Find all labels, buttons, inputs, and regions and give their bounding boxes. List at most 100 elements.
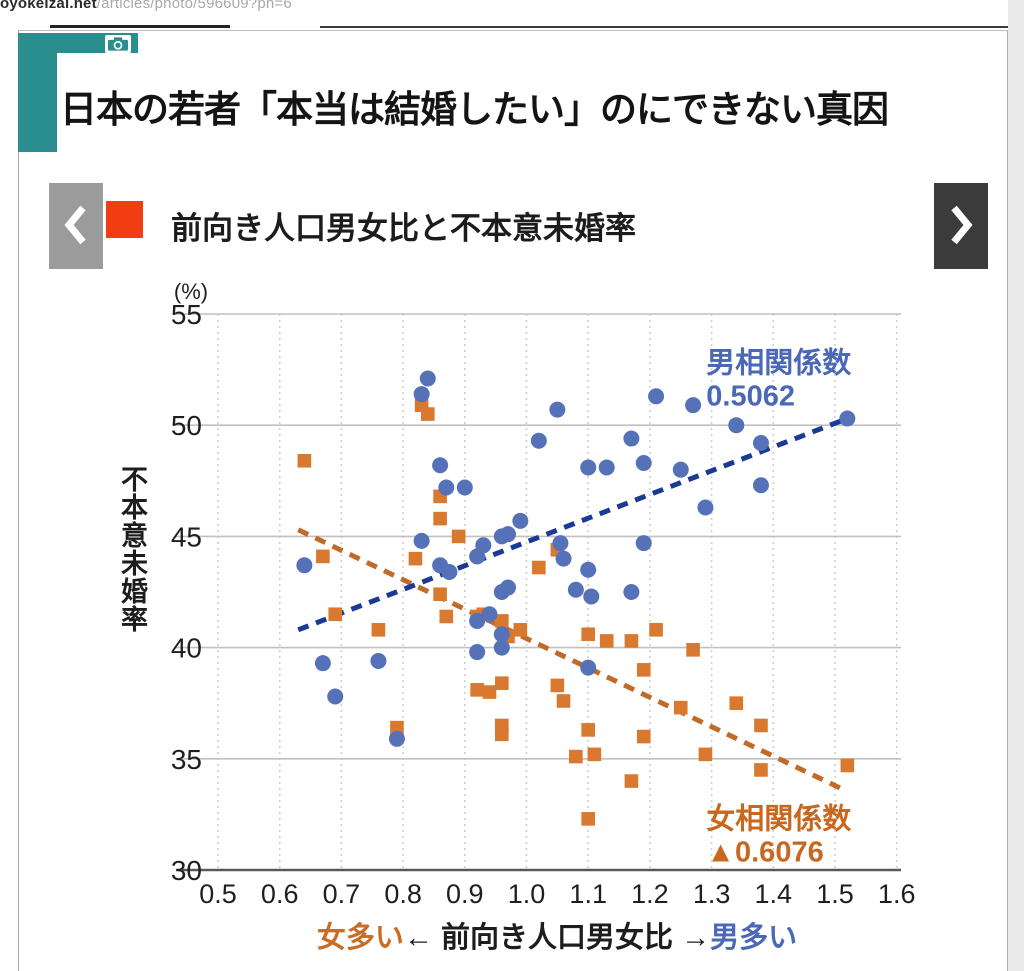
svg-text:0.8: 0.8 (384, 879, 422, 909)
chart-title: 前向き人口男女比と不本意未婚率 (171, 211, 636, 246)
data-point-female (587, 747, 602, 762)
data-point-female (482, 685, 497, 699)
data-point-female (754, 718, 768, 733)
article-card: 日本の若者「本当は結婚したい」のにできない真因 前向き人口男女比と不本意未婚率 … (18, 30, 1008, 971)
data-point-male (752, 477, 769, 494)
data-point-male (555, 550, 572, 567)
chevron-right-icon (947, 203, 975, 250)
data-point-male (481, 606, 498, 623)
data-point-male (432, 457, 449, 474)
svg-text:0.5: 0.5 (199, 879, 237, 909)
data-point-female (624, 774, 639, 788)
svg-text:1.0: 1.0 (508, 879, 546, 909)
data-point-male (530, 432, 547, 449)
data-point-female (371, 623, 386, 637)
data-point-male (327, 688, 344, 705)
data-point-female (433, 511, 447, 526)
svg-text:女相関係数: 女相関係数 (706, 801, 852, 835)
data-point-female (495, 727, 509, 742)
trend-line-女 (297, 527, 846, 793)
data-point-male (441, 563, 458, 580)
data-point-male (493, 528, 510, 545)
svg-text:50: 50 (171, 410, 202, 441)
svg-text:1.6: 1.6 (878, 879, 916, 909)
prev-button[interactable] (49, 183, 103, 269)
data-point-female (433, 587, 447, 602)
series-points-男 (296, 370, 856, 747)
chevron-left-icon (62, 203, 90, 250)
data-point-male (419, 370, 436, 387)
data-point-female (599, 634, 614, 648)
data-point-male (583, 588, 600, 605)
svg-text:40: 40 (171, 633, 202, 664)
svg-text:(%): (%) (174, 279, 208, 304)
data-point-male (685, 397, 702, 414)
plot-canvas: 55 50 45 40 35 30 (%) 0.5 0.6 0.7 0.8 0.9 1.0 1.1 1.2 1… (171, 279, 916, 954)
data-point-female (686, 643, 700, 657)
data-point-female (569, 749, 583, 764)
data-point-female (451, 529, 466, 544)
data-point-male (567, 581, 584, 598)
data-point-male (493, 639, 510, 656)
svg-text:55: 55 (171, 299, 202, 330)
data-point-male (413, 532, 430, 549)
data-point-male (728, 417, 745, 434)
unit-label: (%) (174, 279, 208, 304)
data-point-male (296, 557, 313, 574)
data-point-female (297, 453, 312, 468)
svg-text:45: 45 (171, 521, 202, 552)
data-point-male (839, 410, 856, 427)
data-point-female (624, 634, 639, 648)
data-point-female (581, 627, 595, 642)
page-title: 日本の若者「本当は結婚したい」のにできない真因 (60, 89, 889, 130)
data-point-male (752, 434, 769, 451)
data-point-male (580, 659, 597, 676)
data-point-female (513, 623, 528, 637)
y-tick-labels: 55 50 45 40 35 30 (171, 299, 202, 886)
data-point-female (390, 720, 404, 735)
data-point-female (420, 407, 435, 421)
data-point-male (438, 479, 455, 496)
data-point-male (623, 584, 640, 600)
data-point-male (580, 561, 597, 578)
annotation-女: 女相関係数▲0.6076 (706, 801, 852, 868)
svg-text:0.5062: 0.5062 (706, 380, 795, 412)
trend-line-男 (297, 416, 849, 633)
data-point-female (636, 663, 651, 677)
data-point-female (439, 609, 454, 624)
data-point-female (495, 676, 509, 690)
url-path: /articles/photo/596609?ph=6 (96, 0, 292, 12)
chart-legend-marker (106, 201, 143, 238)
svg-text:女多い← 前向き人口男女比 →男多い: 女多い← 前向き人口男女比 →男多い (317, 920, 797, 954)
page-gutter (1008, 0, 1024, 971)
svg-text:35: 35 (171, 744, 202, 775)
svg-text:▲0.6076: ▲0.6076 (706, 836, 823, 868)
data-point-male (552, 535, 569, 552)
svg-text:0.9: 0.9 (446, 879, 484, 909)
data-point-female (550, 678, 565, 693)
next-button[interactable] (934, 183, 988, 269)
data-point-male (635, 455, 652, 472)
data-point-male (469, 612, 486, 629)
data-point-male (469, 644, 486, 661)
data-point-female (408, 551, 423, 566)
svg-text:1.1: 1.1 (569, 879, 607, 909)
data-point-female (636, 729, 651, 744)
x-tick-labels: 0.5 0.6 0.7 0.8 0.9 1.0 1.1 1.2 1.3 1.4 1.5 1.6 (199, 879, 915, 909)
x-axis-label: 女多い← 前向き人口男女比 →男多い (317, 920, 797, 954)
top-border-segment (50, 25, 230, 28)
svg-text:1.3: 1.3 (693, 879, 731, 909)
data-point-male (413, 386, 430, 403)
data-point-male (672, 461, 689, 478)
data-point-male (469, 548, 486, 565)
browser-url: oyokeizai.net/articles/photo/596609?ph=6 (0, 0, 1008, 13)
data-point-male (370, 652, 387, 669)
svg-text:1.5: 1.5 (816, 879, 854, 909)
data-point-female (470, 683, 484, 697)
data-point-male (512, 512, 529, 529)
scatter-chart: 不本意未婚率 55 50 45 40 35 30 (%) 0.5 0.6 0.7 0.8 0.9 1.0… (19, 271, 1009, 971)
series-points-女 (297, 398, 855, 826)
data-point-female (673, 700, 688, 715)
